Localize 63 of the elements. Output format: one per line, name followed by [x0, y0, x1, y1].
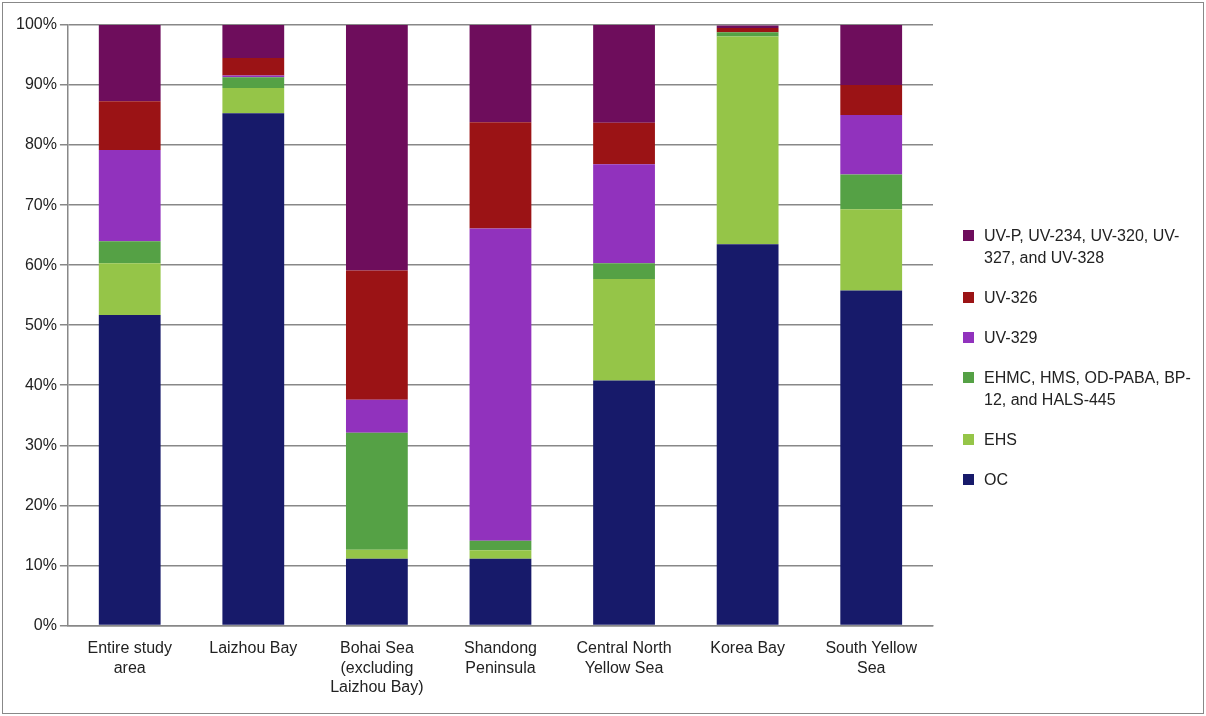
- bar: [98, 263, 161, 315]
- legend-label: UV-P, UV-234, UV-320, UV-327, and UV-328: [984, 226, 1181, 268]
- y-tick-label: 20%: [24, 495, 57, 513]
- bar: [469, 558, 532, 625]
- bar: [469, 550, 532, 559]
- bar: [222, 113, 285, 625]
- bar: [469, 122, 532, 229]
- y-tick-label: 30%: [24, 435, 57, 453]
- bar: [716, 28, 779, 33]
- x-tick-label: Central North Yellow Sea: [576, 639, 672, 676]
- x-tick-label: Korea Bay: [710, 639, 785, 657]
- bar: [98, 241, 161, 264]
- bar: [840, 25, 903, 86]
- bar: [345, 25, 408, 271]
- bar: [222, 77, 285, 89]
- y-tick-label: 100%: [16, 15, 57, 33]
- bar: [593, 380, 655, 625]
- bar: [840, 174, 903, 210]
- y-tick-label: 40%: [24, 375, 57, 393]
- bar: [222, 58, 285, 76]
- bar: [840, 209, 903, 291]
- bar: [345, 549, 408, 559]
- bar: [593, 164, 655, 264]
- bar: [840, 290, 903, 625]
- bar: [593, 25, 655, 123]
- bar: [222, 88, 285, 114]
- bar: [98, 101, 161, 150]
- y-tick-label: 10%: [24, 555, 57, 573]
- bar: [345, 399, 408, 433]
- x-tick-label: Entire study area: [87, 639, 172, 676]
- legend-label: EHMC, HMS, OD-PABA, BP-12, and HALS-445: [984, 368, 1192, 410]
- bar: [345, 432, 408, 550]
- x-tick-label: Bohai Sea (excluding Laizhou Bay): [330, 639, 424, 695]
- bar: [98, 149, 161, 242]
- legend-label: UV-329: [984, 328, 1038, 348]
- bar: [345, 558, 408, 625]
- bar: [716, 244, 779, 625]
- x-tick-label: Shandong Peninsula: [463, 639, 537, 676]
- bar: [98, 25, 161, 102]
- y-tick-label: 70%: [24, 195, 57, 213]
- bar: [469, 540, 532, 551]
- bar: [469, 25, 532, 123]
- y-tick-label: 80%: [24, 135, 57, 153]
- bar: [716, 36, 779, 245]
- bar: [593, 263, 655, 279]
- legend-label: EHS: [984, 430, 1017, 450]
- legend-label: OC: [984, 470, 1008, 490]
- bar: [593, 278, 655, 381]
- y-tick-label: 90%: [24, 75, 57, 93]
- bar: [840, 115, 903, 175]
- x-tick-label: Laizhou Bay: [209, 639, 298, 657]
- y-tick-label: 0%: [33, 615, 57, 633]
- x-tick-label: South Yellow Sea: [825, 639, 918, 676]
- bar: [593, 122, 655, 165]
- bar: [222, 25, 285, 59]
- y-tick-label: 50%: [24, 315, 57, 333]
- bar: [469, 228, 532, 541]
- bar: [345, 270, 408, 400]
- bar: [716, 32, 779, 37]
- y-tick-label: 60%: [24, 255, 57, 273]
- bar: [98, 314, 161, 625]
- legend-label: UV-326: [984, 288, 1038, 308]
- bar: [840, 85, 903, 116]
